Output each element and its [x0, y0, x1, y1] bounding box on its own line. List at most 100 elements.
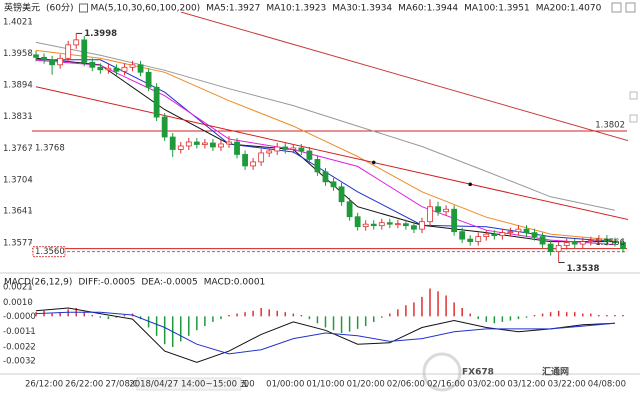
settings-icon[interactable]	[611, 2, 622, 13]
macd-bar	[525, 316, 528, 318]
macd-bar	[445, 295, 447, 317]
candle-body	[587, 240, 594, 243]
candle-body	[250, 161, 257, 167]
x-tick-label: 01/00:00	[266, 380, 304, 390]
candle-body	[153, 86, 160, 118]
fullscreen-icon[interactable]	[625, 2, 636, 13]
macd-bar	[220, 316, 222, 320]
macd-bar	[348, 316, 351, 332]
candle-body	[97, 66, 104, 71]
candle-body	[515, 228, 522, 233]
macd-bar	[276, 310, 278, 317]
macd-bar	[565, 312, 568, 317]
y-tick-label: 1.3767	[3, 144, 33, 154]
macd-bar	[204, 316, 206, 327]
price-plot	[32, 12, 628, 263]
x-tick-label: 03/22:00	[548, 380, 586, 390]
candle-body	[105, 67, 112, 71]
macd-bar	[292, 313, 295, 317]
macd-bar	[67, 309, 69, 317]
candle-body	[402, 223, 409, 227]
macd-bar	[284, 312, 287, 317]
candle-body	[210, 142, 216, 148]
macd-bar	[469, 313, 471, 317]
trend-point	[371, 160, 376, 165]
indicator-label: MA(5,10,30,60,100,200)	[91, 4, 201, 14]
candle-body	[57, 57, 64, 66]
x-tick-label: 03/12:00	[507, 380, 545, 390]
price-line-label: 1.3560	[35, 247, 65, 257]
annotation: 1.3998	[84, 29, 117, 39]
macd-bar	[91, 314, 94, 317]
labels: 英镑美元 (60分) MA(5,10,30,60,100,200) MA5:1.392…	[3, 2, 626, 391]
candle-body	[435, 206, 441, 213]
legend-entry: MA60:1.3944	[398, 4, 458, 14]
macd-bar	[501, 316, 504, 322]
candle-body	[137, 64, 144, 73]
macd-bar	[549, 312, 552, 317]
candle-body	[539, 236, 546, 245]
candle-body	[242, 154, 248, 167]
macd-bar	[35, 312, 37, 317]
macd-bar	[397, 309, 399, 317]
y-tick-label: 1.3831	[3, 112, 33, 122]
macd-bar	[51, 313, 53, 317]
macd-bar	[188, 316, 190, 336]
toolbar-icons[interactable]	[611, 2, 638, 123]
macd-bar	[614, 314, 616, 317]
candle-body	[491, 233, 498, 237]
macd-bar	[364, 316, 367, 327]
macd-bar	[389, 313, 391, 317]
x-tick-label: 01/10:00	[306, 380, 344, 390]
macd-bar	[324, 316, 327, 328]
side-icon[interactable]	[629, 91, 638, 100]
candle-body	[475, 236, 482, 243]
macd-bar	[606, 314, 608, 317]
macd-bar	[252, 310, 254, 317]
candle-body	[169, 136, 176, 150]
candle-body	[65, 44, 72, 59]
candle-body	[523, 228, 530, 234]
macd-bar	[429, 288, 431, 317]
y-tick-label: -0.0000	[3, 312, 36, 322]
macd-bar	[340, 316, 343, 334]
macd-bar	[509, 316, 512, 321]
macd-bar	[557, 310, 560, 317]
candle-body	[378, 222, 385, 227]
candle-body	[555, 245, 562, 252]
candle-body	[483, 233, 490, 238]
price-line-tag	[32, 246, 66, 258]
candle-body	[443, 208, 449, 213]
candle-body	[620, 242, 626, 249]
x-tick-label: 27/08:00	[105, 380, 143, 390]
trend-line	[35, 86, 628, 221]
candle-body	[298, 147, 305, 152]
legend-entry: MA100:1.3951	[464, 4, 530, 14]
candle-body	[201, 142, 208, 145]
candle-body	[427, 206, 433, 223]
candle-body	[338, 186, 345, 203]
candle-body	[394, 223, 401, 226]
legend-entry: MA5:1.3927	[206, 4, 260, 14]
side-icon[interactable]	[629, 114, 638, 123]
candle-body	[603, 238, 610, 243]
candle-body	[266, 150, 273, 154]
macd-bar	[485, 316, 488, 322]
macd-bar	[268, 309, 270, 317]
y-tick-label: 1.3894	[3, 81, 33, 91]
candle-body	[282, 146, 289, 150]
macd-line	[35, 307, 615, 363]
y-tick-label: 1.3577	[3, 239, 33, 249]
candle-body	[507, 231, 514, 234]
candle-body	[330, 181, 337, 188]
price-tag: 1.3768	[35, 143, 65, 153]
macd-bar	[99, 316, 102, 318]
macd-bar	[590, 313, 592, 317]
macd-bar	[598, 314, 600, 317]
watermark-name: 汇通网	[542, 366, 569, 378]
candle-body	[346, 201, 353, 218]
candle-body	[49, 59, 56, 66]
y-tick-label: 0.0010	[3, 298, 33, 308]
macd-bar	[228, 314, 230, 317]
macd-bar	[163, 316, 166, 345]
